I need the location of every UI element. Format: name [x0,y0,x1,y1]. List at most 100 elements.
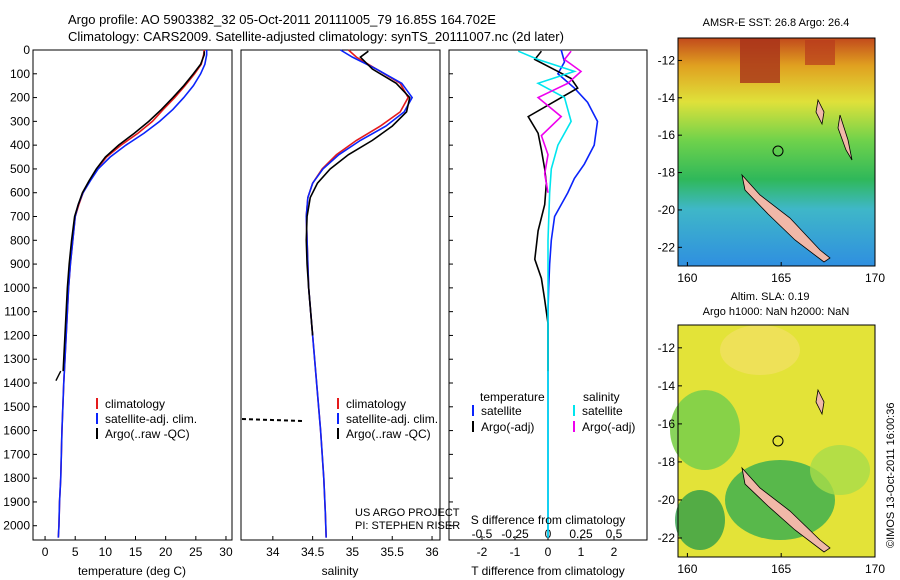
series-satellite [57,50,208,538]
sla-green-blob-3 [675,490,725,550]
map-lat-label: -22 [658,240,676,254]
y-tick-label: 1700 [3,447,30,461]
y-tick-label: 100 [10,67,30,81]
temperature-axes [32,49,233,541]
x-tick-label: 5 [72,545,79,559]
y-tick-label: 1900 [3,495,30,509]
salinity-legend: climatology satellite-adj. clim. Argo(..… [337,397,438,441]
diff-s-tick-label: 0.5 [606,527,623,541]
y-tick-label: 600 [10,186,30,200]
sla-green-blob-1 [670,390,740,470]
y-tick-label: 300 [10,114,30,128]
map-lon-label: 160 [677,271,697,285]
diff-legend-ssat: satellite [582,404,623,418]
sla-map: 160 165 170 -12 -14 -16 -18 -20 -22 [658,324,885,576]
salinity-axes [240,49,441,541]
y-tick-label: 1600 [3,424,30,438]
x-tick-label: 10 [99,545,113,559]
sla-island-new-caledonia [741,466,831,553]
series-climatology [305,49,410,538]
map-lon-label: 170 [865,562,885,576]
sst-map: 160 165 170 -12 -14 -16 -18 -20 -22 [658,37,885,285]
y-tick-label: 200 [10,91,30,105]
map-lat-label: -12 [658,341,676,355]
map-lon-label: 170 [865,271,885,285]
series-argo [305,50,411,336]
series-argo [62,51,206,372]
sst-island-vanuatu [815,98,825,126]
map-lon-label: 160 [677,562,697,576]
sal-legend-climatology: climatology [346,397,406,411]
figure-title-line2: Climatology: CARS2009. Satellite-adjuste… [68,29,564,44]
diff-series-T-argo [527,50,579,372]
sst-map-title: AMSR-E SST: 26.8 Argo: 26.4 [703,17,850,29]
sla-map-frame [677,324,876,558]
x-tick-label: 34 [266,545,280,559]
map-lat-label: -22 [658,531,676,545]
diff-s-tick-label: -0.25 [501,527,529,541]
y-tick-label: 1300 [3,352,30,366]
difference-legend: temperature satellite Argo(-adj) salinit… [472,390,635,434]
x-tick-label: 15 [129,545,143,559]
x-tick-label: 30 [219,545,233,559]
sal-legend-satellite: satellite-adj. clim. [346,412,438,426]
y-tick-label: 900 [10,257,30,271]
legend-argo: Argo(..raw -QC) [105,427,190,441]
sla-yellow-blob [720,325,800,375]
sst-island-new-caledonia [741,173,831,263]
diff-legend-sargo: Argo(-adj) [582,420,635,434]
diff-xlabel-bottom: T difference from climatology [471,564,625,578]
map-lon-label: 165 [771,562,791,576]
map-lat-label: -12 [658,53,676,67]
map-lat-label: -16 [658,417,676,431]
sla-green-blob-4 [810,445,870,495]
y-tick-label: 0 [23,43,30,57]
y-tick-label: 1500 [3,400,30,414]
y-tick-label: 2000 [3,519,30,533]
map-lat-label: -16 [658,128,676,142]
diff-s-tick-label: 0.25 [569,527,593,541]
y-tick-label: 1400 [3,376,30,390]
watermark: ©IMOS 13-Oct-2011 16:00:36 [885,403,897,548]
figure-title-line1: Argo profile: AO 5903382_32 05-Oct-2011 … [68,12,496,27]
series-satellite [305,49,414,538]
x-tick-label: 20 [159,545,173,559]
x-tick-label: 35 [346,545,360,559]
sla-map-title-2: Argo h1000: NaN h2000: NaN [703,306,850,318]
y-tick-label: 1000 [3,281,30,295]
sst-argo-marker [772,145,784,157]
map-lon-label: 165 [771,271,791,285]
map-lat-label: -14 [658,91,676,105]
x-tick-label: 35.5 [381,545,405,559]
map-lat-label: -20 [658,493,676,507]
pi-annotation: PI: STEPHEN RISER [355,520,460,532]
legend-satellite: satellite-adj. clim. [105,412,197,426]
diff-series-S-satellite [517,50,577,538]
diff-t-tick-label: 1 [578,545,585,559]
x-tick-label: 0 [42,545,49,559]
diff-legend-salinity-heading: salinity [583,390,620,404]
project-annotation: US ARGO PROJECT [355,507,460,519]
diff-series-S-argo [536,50,583,193]
y-tick-label: 800 [10,233,30,247]
diff-t-tick-label: -2 [477,545,488,559]
legend-climatology: climatology [105,397,165,411]
diff-t-tick-label: -1 [510,545,521,559]
y-tick-label: 1100 [4,305,30,319]
x-tick-label: 36 [425,545,439,559]
salinity-xlabel: salinity [322,564,359,578]
sst-warm-patch-2 [805,40,835,65]
y-tick-label: 1200 [3,328,30,342]
temperature-xlabel: temperature (deg C) [78,564,186,578]
map-lat-label: -18 [658,455,676,469]
diff-legend-temperature-heading: temperature [480,390,545,404]
diff-xlabel-top: S difference from climatology [471,513,626,527]
sst-map-frame [677,37,876,267]
sst-warm-patch [740,38,780,83]
sal-legend-argo: Argo(..raw -QC) [346,427,431,441]
sla-argo-marker [772,435,784,447]
diff-legend-targo: Argo(-adj) [481,420,534,434]
x-tick-label: 34.5 [301,545,325,559]
map-lat-label: -18 [658,166,676,180]
